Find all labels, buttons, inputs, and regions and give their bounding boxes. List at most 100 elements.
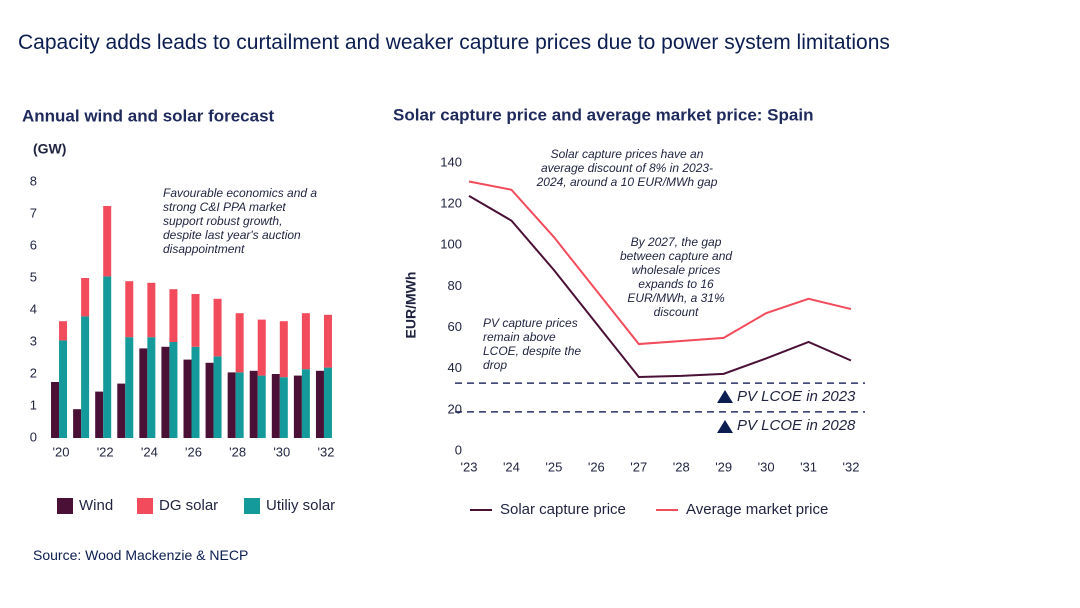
bar-segment [169,342,178,438]
x-tick-label: '28 [673,459,690,474]
x-tick-label: '32 [317,444,334,459]
x-tick-label: '30 [758,459,775,474]
bar-segment [279,377,288,438]
reference-label: PV LCOE in 2028 [737,417,856,434]
bar-segment [147,282,156,338]
annotation: By 2027, the gap [631,235,722,249]
annotation: discount [654,305,699,319]
bar-segment [257,375,266,438]
y-tick-label: 2 [30,365,37,380]
x-tick-label: '22 [97,444,114,459]
y-axis-label: (GW) [33,141,66,157]
annotation: EUR/MWh, a 31% [627,291,725,305]
legend-swatch [137,498,153,514]
legend-label: Utiliy solar [266,497,335,514]
legend-label: DG solar [159,497,218,514]
chart-title: Solar capture price and average market p… [393,105,813,124]
source-note: Source: Wood Mackenzie & NECP [33,547,249,563]
annotation: wholesale prices [632,263,721,277]
bar [271,374,280,438]
annotation: Solar capture prices have an [551,147,704,161]
bar-segment [103,276,112,438]
bar [73,409,82,438]
y-tick-label: 0 [455,442,462,457]
annotation: support robust growth, [163,214,282,228]
y-tick-label: 3 [30,333,37,348]
bar [183,359,192,438]
bar-segment [235,372,244,438]
legend-label: Solar capture price [500,501,626,518]
annotation: disappointment [163,242,245,256]
annotation: strong C&I PPA market [163,200,286,214]
chart-title: Annual wind and solar forecast [22,106,275,125]
bar-segment [323,314,332,368]
bar-segment [169,289,178,342]
bar-segment [81,316,90,438]
bar-segment [323,367,332,438]
y-tick-label: 8 [30,173,37,188]
annotation: remain above [483,330,556,344]
bar [51,382,60,438]
bar-segment [59,321,68,341]
bar [315,370,324,438]
x-tick-label: '23 [461,459,478,474]
bar-segment [257,319,266,376]
y-tick-label: 7 [30,205,37,220]
x-tick-label: '20 [53,444,70,459]
annotation: expands to 16 [638,277,714,291]
triangle-icon [717,390,733,403]
bar-segment [301,313,310,370]
y-tick-label: 40 [448,360,462,375]
bar-segment [59,340,68,438]
reference-label: PV LCOE in 2023 [737,388,856,405]
x-tick-label: '25 [545,459,562,474]
x-tick-label: '26 [588,459,605,474]
annotation: LCOE, despite the [483,344,581,358]
x-tick-label: '24 [141,444,158,459]
y-tick-label: 140 [440,154,462,169]
y-tick-label: 120 [440,196,462,211]
bar-segment [279,321,288,378]
legend-swatch [57,498,73,514]
y-tick-label: 0 [30,429,37,444]
annotation: despite last year's auction [163,228,301,242]
bar-segment [125,337,134,438]
bar [139,348,148,438]
y-tick-label: 5 [30,269,37,284]
bar [249,370,258,438]
x-tick-label: '27 [630,459,647,474]
annotation: average discount of 8% in 2023- [541,161,713,175]
legend-label: Average market price [686,501,828,518]
line-series [468,195,852,378]
bar-segment [213,298,222,357]
slide-title: Capacity adds leads to curtailment and w… [18,31,890,54]
bar-segment [301,369,310,438]
bar [293,375,302,438]
triangle-icon [717,420,733,433]
bar-segment [191,346,200,438]
x-tick-label: '30 [273,444,290,459]
annotation: PV capture prices [483,316,578,330]
bar-segment [235,313,244,373]
x-tick-label: '24 [503,459,520,474]
bar [161,346,170,438]
bar [227,372,236,438]
x-tick-label: '26 [185,444,202,459]
y-axis-label: EUR/MWh [403,272,419,339]
legend-swatch [244,498,260,514]
annotation: 2024, around a 10 EUR/MWh gap [536,175,718,189]
legend-label: Wind [79,497,113,514]
annotation: between capture and [620,249,732,263]
y-tick-label: 100 [440,237,462,252]
bar-segment [213,356,222,438]
annotation: Favourable economics and a [163,186,317,200]
y-tick-label: 20 [448,401,462,416]
x-tick-label: '32 [843,459,860,474]
y-tick-label: 1 [30,397,37,412]
bar-segment [147,337,156,438]
bar-segment [191,294,200,347]
y-tick-label: 60 [448,319,462,334]
bar-segment [81,278,90,317]
